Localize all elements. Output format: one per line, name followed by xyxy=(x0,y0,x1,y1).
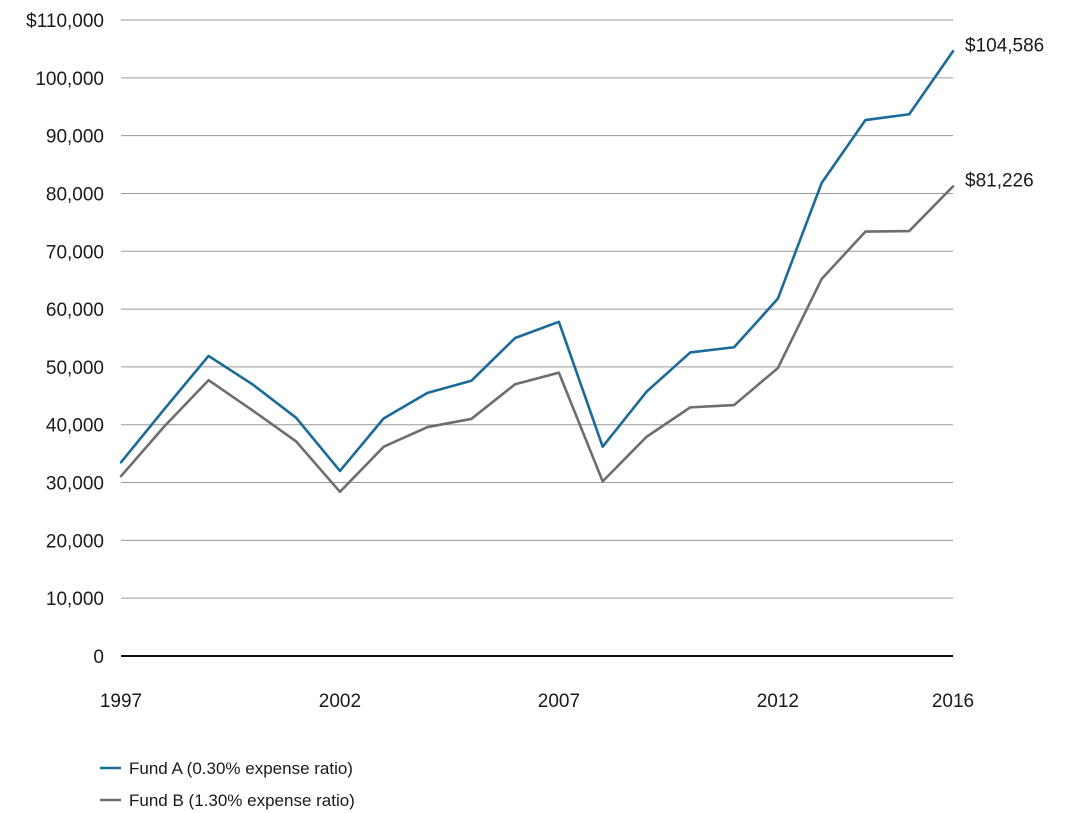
legend-label-fund-b: Fund B (1.30% expense ratio) xyxy=(129,791,355,810)
y-tick-label: 70,000 xyxy=(46,242,104,263)
x-axis-ticks: 1997 2002 2007 2012 2016 xyxy=(100,691,974,712)
end-label-fund-a: $104,586 xyxy=(965,35,1044,56)
y-tick-label: 90,000 xyxy=(46,127,104,148)
legend-label-fund-a: Fund A (0.30% expense ratio) xyxy=(129,759,353,778)
end-label-fund-b: $81,226 xyxy=(965,170,1034,191)
y-tick-label: 10,000 xyxy=(46,589,104,610)
gridlines xyxy=(121,19,953,657)
y-tick-label: 60,000 xyxy=(46,300,104,321)
end-labels: $104,586 $81,226 xyxy=(965,35,1044,191)
series-line-fund-b xyxy=(119,185,955,494)
series-line-fund-a xyxy=(119,49,955,473)
x-tick-label: 2007 xyxy=(538,691,580,712)
y-axis-ticks: $110,000 100,000 90,000 80,000 70,000 60,000 5… xyxy=(26,11,104,668)
y-tick-label: 100,000 xyxy=(35,69,104,90)
x-tick-label: 2002 xyxy=(319,691,361,712)
y-tick-label: 50,000 xyxy=(46,358,104,379)
y-tick-label: 80,000 xyxy=(46,184,104,205)
x-tick-label: 2012 xyxy=(757,691,799,712)
y-tick-label: 20,000 xyxy=(46,531,104,552)
legend: Fund A (0.30% expense ratio) Fund B (1.30… xyxy=(100,759,355,810)
x-tick-label: 1997 xyxy=(100,691,142,712)
y-tick-label: $110,000 xyxy=(26,11,104,32)
y-tick-label: 0 xyxy=(93,647,104,668)
series-lines xyxy=(119,49,955,494)
y-tick-label: 30,000 xyxy=(46,474,104,495)
y-tick-label: 40,000 xyxy=(46,416,104,437)
x-tick-label: 2016 xyxy=(932,691,974,712)
